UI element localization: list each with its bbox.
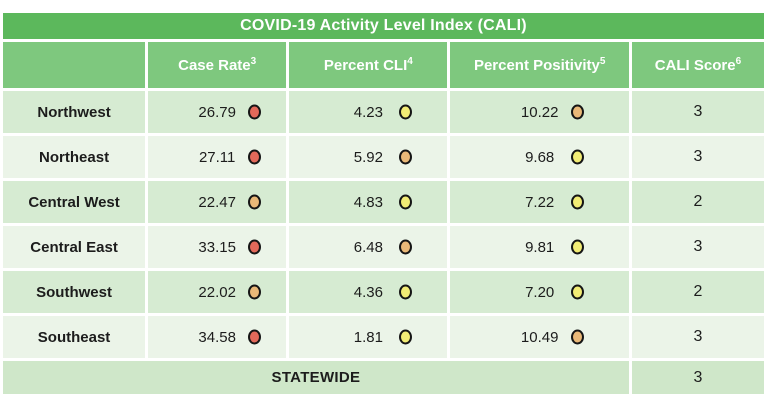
region-column-header <box>3 42 146 88</box>
table-row: Southeast 34.58 1.81 10.49 3 <box>3 316 764 358</box>
percent-positivity-value-cell: 9.81 <box>450 226 629 268</box>
case-rate-value-cell: 22.47 <box>148 181 287 223</box>
percent-cli-value-cell: 4.83 <box>289 181 448 223</box>
region-label: Northeast <box>3 136 146 178</box>
region-label: Southeast <box>3 316 146 358</box>
level-indicator-yellow-icon <box>399 104 413 120</box>
level-indicator-orange-icon <box>399 239 413 255</box>
level-indicator-red-icon <box>248 239 262 255</box>
table-title: COVID-19 Activity Level Index (CALI) <box>3 13 764 39</box>
case-rate-value-cell: 34.58 <box>148 316 287 358</box>
cali-score-value: 3 <box>631 136 764 178</box>
case-rate-value-cell: 33.15 <box>148 226 287 268</box>
percent-cli-column-header: Percent CLI4 <box>289 42 448 88</box>
case-rate-value: 26.79 <box>198 103 236 121</box>
cali-score-value: 2 <box>631 181 764 223</box>
table-row: Northwest 26.79 4.23 10.22 3 <box>3 91 764 133</box>
level-indicator-red-icon <box>248 104 262 120</box>
table-row: Central East 33.15 6.48 9.81 3 <box>3 226 764 268</box>
level-indicator-yellow-icon <box>570 149 584 165</box>
region-label: Central West <box>3 181 146 223</box>
percent-cli-value: 4.83 <box>353 193 383 211</box>
cali-score-value: 3 <box>631 91 764 133</box>
statewide-cali-score: 3 <box>631 361 764 394</box>
percent-cli-value-cell: 1.81 <box>289 316 448 358</box>
statewide-label: STATEWIDE <box>3 361 629 394</box>
percent-cli-value: 1.81 <box>353 328 383 346</box>
title-row: COVID-19 Activity Level Index (CALI) <box>3 13 764 39</box>
percent-cli-value-cell: 4.23 <box>289 91 448 133</box>
case-rate-value-cell: 26.79 <box>148 91 287 133</box>
percent-cli-value-cell: 5.92 <box>289 136 448 178</box>
percent-cli-value: 5.92 <box>353 148 383 166</box>
percent-cli-value-cell: 4.36 <box>289 271 448 313</box>
level-indicator-orange-icon <box>399 149 413 165</box>
percent-positivity-value: 9.81 <box>525 238 555 256</box>
percent-positivity-value-cell: 7.22 <box>450 181 629 223</box>
percent-positivity-value: 9.68 <box>525 148 555 166</box>
percent-positivity-value: 10.49 <box>520 328 559 346</box>
footnote-marker: 5 <box>599 55 606 67</box>
footnote-marker: 3 <box>250 55 257 67</box>
region-label: Northwest <box>3 91 146 133</box>
table-row: Central West 22.47 4.83 7.22 2 <box>3 181 764 223</box>
level-indicator-orange-icon <box>248 194 262 210</box>
percent-positivity-value-cell: 7.20 <box>450 271 629 313</box>
table-row: Northeast 27.11 5.92 9.68 3 <box>3 136 764 178</box>
cali-score-value: 3 <box>631 316 764 358</box>
cali-table: COVID-19 Activity Level Index (CALI) Cas… <box>0 10 767 397</box>
region-label: Central East <box>3 226 146 268</box>
percent-cli-value: 6.48 <box>353 238 383 256</box>
level-indicator-yellow-icon <box>570 284 584 300</box>
level-indicator-orange-icon <box>248 284 262 300</box>
level-indicator-yellow-icon <box>399 284 413 300</box>
table-body: Northwest 26.79 4.23 10.22 3 Northeast 27.11 5.… <box>3 91 764 358</box>
cali-score-column-header: CALI Score6 <box>631 42 764 88</box>
level-indicator-orange-icon <box>570 104 584 120</box>
cali-score-value: 2 <box>631 271 764 313</box>
case-rate-value: 34.58 <box>198 328 236 346</box>
level-indicator-orange-icon <box>570 329 584 345</box>
cali-score-value: 3 <box>631 226 764 268</box>
footnote-marker: 4 <box>407 55 413 67</box>
case-rate-value: 22.02 <box>198 283 236 301</box>
percent-cli-value: 4.23 <box>353 103 383 121</box>
level-indicator-yellow-icon <box>399 194 413 210</box>
header-row: Case Rate3 Percent CLI4 Percent Positivi… <box>3 42 764 88</box>
level-indicator-red-icon <box>248 149 262 165</box>
footnote-marker: 6 <box>735 55 742 67</box>
percent-positivity-value-cell: 10.49 <box>450 316 629 358</box>
percent-cli-value-cell: 6.48 <box>289 226 448 268</box>
level-indicator-red-icon <box>248 329 262 345</box>
percent-positivity-value: 10.22 <box>520 103 559 121</box>
level-indicator-yellow-icon <box>399 329 413 345</box>
case-rate-value: 33.15 <box>198 238 236 256</box>
case-rate-column-header: Case Rate3 <box>148 42 287 88</box>
percent-positivity-value-cell: 10.22 <box>450 91 629 133</box>
percent-positivity-value: 7.22 <box>525 193 555 211</box>
table-row: Southwest 22.02 4.36 7.20 2 <box>3 271 764 313</box>
case-rate-value-cell: 27.11 <box>148 136 287 178</box>
percent-cli-value: 4.36 <box>353 283 383 301</box>
percent-positivity-column-header: Percent Positivity5 <box>450 42 629 88</box>
region-label: Southwest <box>3 271 146 313</box>
case-rate-value: 22.47 <box>198 193 236 211</box>
percent-positivity-value-cell: 9.68 <box>450 136 629 178</box>
case-rate-value-cell: 22.02 <box>148 271 287 313</box>
level-indicator-yellow-icon <box>570 239 584 255</box>
statewide-row: STATEWIDE 3 <box>3 361 764 394</box>
case-rate-value: 27.11 <box>198 148 236 166</box>
level-indicator-yellow-icon <box>570 194 584 210</box>
percent-positivity-value: 7.20 <box>525 283 555 301</box>
